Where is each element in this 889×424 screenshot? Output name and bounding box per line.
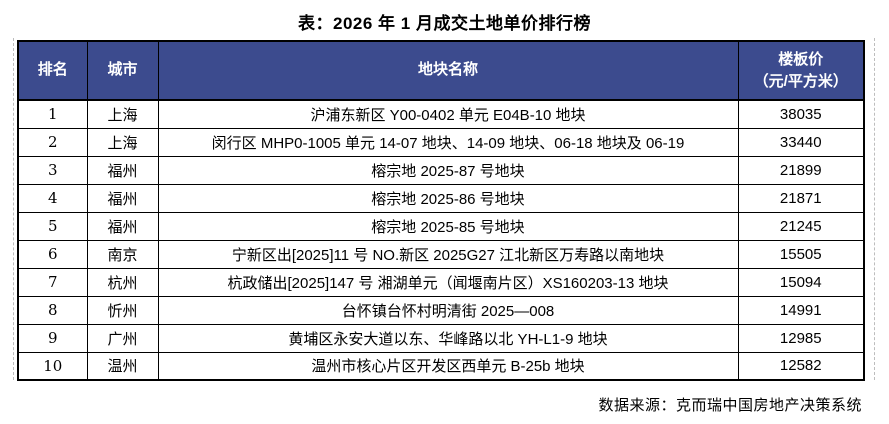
price-cell: 14991: [737, 295, 865, 325]
price-cell: 38035: [737, 99, 865, 129]
price-cell: 15505: [737, 239, 865, 269]
rank-cell: 1: [17, 99, 88, 129]
price-cell: 15094: [737, 267, 865, 297]
table-row: 9 广州 黄埔区永安大道以东、华峰路以北 YH-L1-9 地块 12985: [17, 323, 865, 353]
rank-cell: 9: [17, 323, 88, 353]
table-row: 5 福州 榕宗地 2025-85 号地块 21245: [17, 211, 865, 241]
land-price-ranking-table: 排名 城市 地块名称 楼板价 （元/平方米） 1 上海 沪浦东新区 Y00-04…: [17, 40, 865, 381]
header-rank: 排名: [17, 40, 88, 101]
city-cell: 福州: [86, 211, 159, 241]
rank-cell: 6: [17, 239, 88, 269]
header-parcel-name: 地块名称: [157, 40, 739, 101]
parcel-name-cell: 黄埔区永安大道以东、华峰路以北 YH-L1-9 地块: [157, 323, 739, 353]
table-row: 3 福州 榕宗地 2025-87 号地块 21899: [17, 155, 865, 185]
table-row: 8 忻州 台怀镇台怀村明清街 2025—008 14991: [17, 295, 865, 325]
header-floor-price: 楼板价 （元/平方米）: [737, 40, 865, 101]
price-cell: 21245: [737, 211, 865, 241]
table-row: 6 南京 宁新区出[2025]11 号 NO.新区 2025G27 江北新区万寿…: [17, 239, 865, 269]
header-floor-price-line2: （元/平方米）: [753, 72, 848, 90]
table-header-row: 排名 城市 地块名称 楼板价 （元/平方米）: [17, 40, 865, 101]
table-row: 10 温州 温州市核心片区开发区西单元 B-25b 地块 12582: [17, 351, 865, 381]
rank-cell: 5: [17, 211, 88, 241]
city-cell: 福州: [86, 155, 159, 185]
table-body: 1 上海 沪浦东新区 Y00-0402 单元 E04B-10 地块 38035 …: [17, 99, 865, 381]
header-floor-price-line1: 楼板价: [778, 50, 824, 68]
page-title: 表：2026 年 1 月成交土地单价排行榜: [298, 14, 591, 33]
rank-cell: 4: [17, 183, 88, 213]
table-row: 1 上海 沪浦东新区 Y00-0402 单元 E04B-10 地块 38035: [17, 99, 865, 129]
city-cell: 杭州: [86, 267, 159, 297]
parcel-name-cell: 榕宗地 2025-87 号地块: [157, 155, 739, 185]
city-cell: 上海: [86, 99, 159, 129]
rank-cell: 3: [17, 155, 88, 185]
table-row: 7 杭州 杭政储出[2025]147 号 湘湖单元（闻堰南片区）XS160203…: [17, 267, 865, 297]
rank-cell: 2: [17, 127, 88, 157]
parcel-name-cell: 宁新区出[2025]11 号 NO.新区 2025G27 江北新区万寿路以南地块: [157, 239, 739, 269]
price-cell: 12985: [737, 323, 865, 353]
parcel-name-cell: 杭政储出[2025]147 号 湘湖单元（闻堰南片区）XS160203-13 地…: [157, 267, 739, 297]
city-cell: 温州: [86, 351, 159, 381]
page-break-dashed-line-right: [874, 38, 875, 380]
parcel-name-cell: 台怀镇台怀村明清街 2025—008: [157, 295, 739, 325]
page-break-dashed-line-left: [13, 38, 14, 380]
data-source-note: 数据来源：克而瑞中国房地产决策系统: [598, 397, 862, 414]
header-city: 城市: [86, 40, 159, 101]
price-cell: 12582: [737, 351, 865, 381]
price-cell: 21871: [737, 183, 865, 213]
rank-cell: 7: [17, 267, 88, 297]
parcel-name-cell: 闵行区 MHP0-1005 单元 14-07 地块、14-09 地块、06-18…: [157, 127, 739, 157]
price-cell: 21899: [737, 155, 865, 185]
parcel-name-cell: 沪浦东新区 Y00-0402 单元 E04B-10 地块: [157, 99, 739, 129]
city-cell: 福州: [86, 183, 159, 213]
parcel-name-cell: 温州市核心片区开发区西单元 B-25b 地块: [157, 351, 739, 381]
table-row: 2 上海 闵行区 MHP0-1005 单元 14-07 地块、14-09 地块、…: [17, 127, 865, 157]
city-cell: 南京: [86, 239, 159, 269]
rank-cell: 8: [17, 295, 88, 325]
parcel-name-cell: 榕宗地 2025-86 号地块: [157, 183, 739, 213]
city-cell: 广州: [86, 323, 159, 353]
parcel-name-cell: 榕宗地 2025-85 号地块: [157, 211, 739, 241]
price-cell: 33440: [737, 127, 865, 157]
rank-cell: 10: [17, 351, 88, 381]
table-row: 4 福州 榕宗地 2025-86 号地块 21871: [17, 183, 865, 213]
table-header: 排名 城市 地块名称 楼板价 （元/平方米）: [17, 40, 865, 101]
city-cell: 忻州: [86, 295, 159, 325]
city-cell: 上海: [86, 127, 159, 157]
